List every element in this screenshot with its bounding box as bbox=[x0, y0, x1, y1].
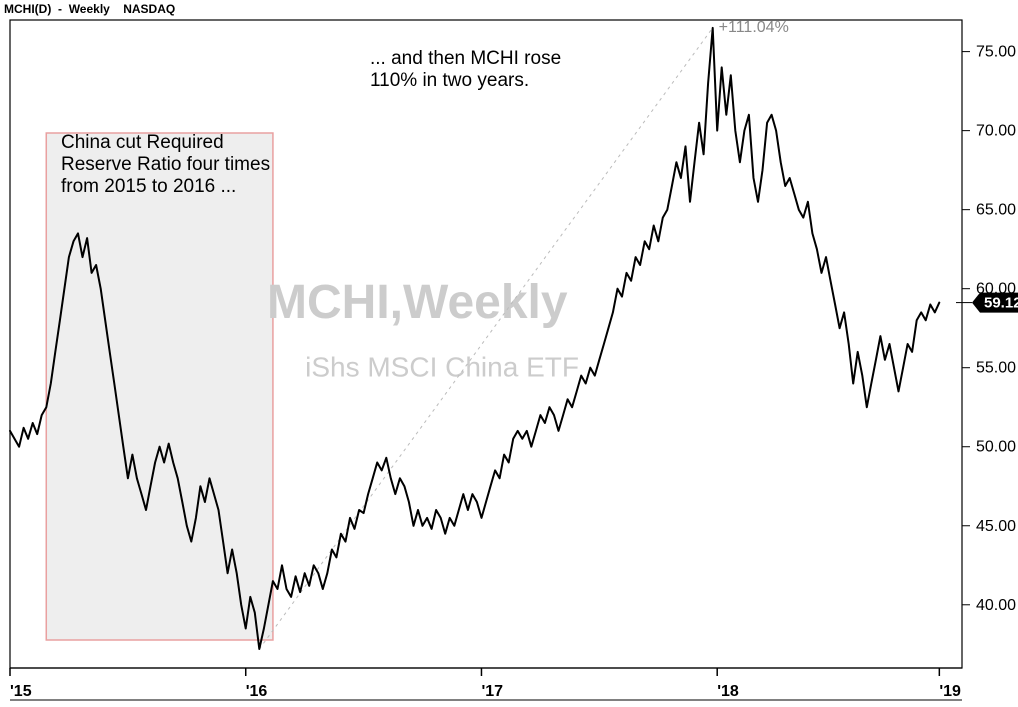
chart-container: MCHI(D) - Weekly NASDAQ MCHI,Weekly iShs … bbox=[0, 0, 1018, 707]
y-tick-label: 45.00 bbox=[976, 518, 1016, 535]
annotation-a1: from 2015 to 2016 ... bbox=[61, 176, 236, 197]
annotation-a1: Reserve Ratio four times bbox=[61, 154, 270, 175]
header-exchange: NASDAQ bbox=[123, 2, 175, 16]
pct-gain-label: +111.04% bbox=[719, 19, 789, 36]
annotation-a2: 110% in two years. bbox=[370, 70, 529, 91]
chart-header: MCHI(D) - Weekly NASDAQ bbox=[4, 2, 175, 16]
x-tick-label: '19 bbox=[939, 683, 961, 700]
x-tick-label: '15 bbox=[10, 683, 32, 700]
annotation-a2: ... and then MCHI rose bbox=[370, 48, 561, 69]
watermark-main: MCHI,Weekly bbox=[267, 276, 568, 329]
y-tick-label: 70.00 bbox=[976, 123, 1016, 140]
header-interval: Weekly bbox=[69, 2, 110, 16]
y-tick-label: 40.00 bbox=[976, 597, 1016, 614]
header-symbol: MCHI(D) bbox=[4, 2, 51, 16]
watermark-sub: iShs MSCI China ETF bbox=[305, 351, 579, 382]
y-tick-label: 65.00 bbox=[976, 202, 1016, 219]
x-tick-label: '17 bbox=[481, 683, 503, 700]
highlight-box bbox=[46, 133, 273, 640]
y-tick-label: 55.00 bbox=[976, 360, 1016, 377]
y-tick-label: 75.00 bbox=[976, 44, 1016, 61]
x-tick-label: '18 bbox=[717, 683, 739, 700]
last-price-label: 59.12 bbox=[984, 295, 1018, 312]
annotation-a1: China cut Required bbox=[61, 132, 224, 153]
x-tick-label: '16 bbox=[246, 683, 268, 700]
y-tick-label: 50.00 bbox=[976, 439, 1016, 456]
price-chart: MCHI,Weekly iShs MSCI China ETF 40.00 45.00… bbox=[0, 0, 1018, 707]
